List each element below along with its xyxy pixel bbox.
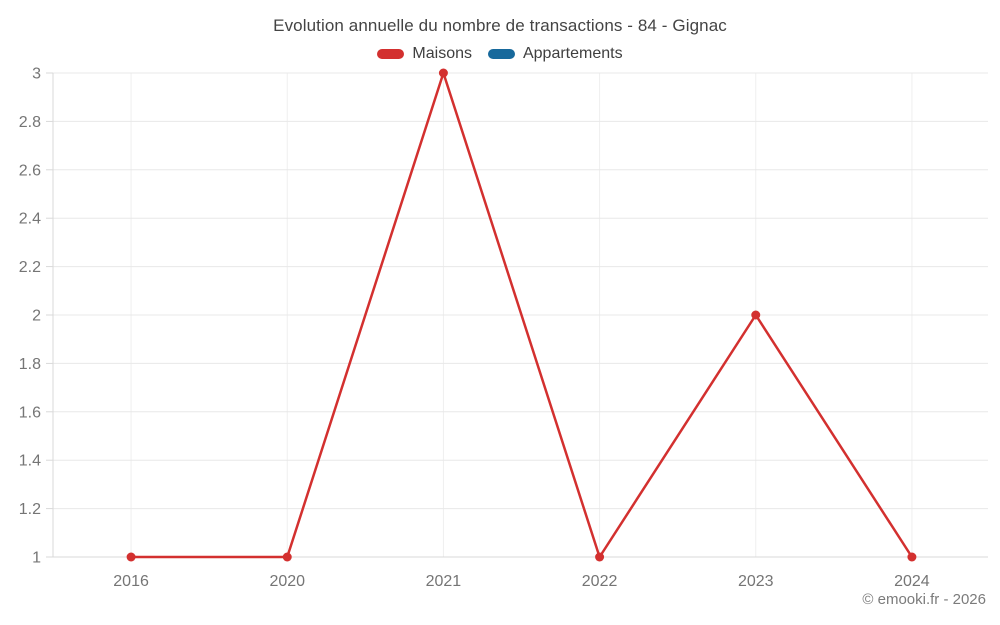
y-tick-label: 1.6 <box>19 404 41 421</box>
y-tick-label: 1.8 <box>19 356 41 373</box>
legend-item-maisons[interactable]: Maisons <box>377 45 472 63</box>
legend-item-appartements[interactable]: Appartements <box>487 45 623 63</box>
legend-label-maisons: Maisons <box>412 45 472 62</box>
y-tick-label: 2 <box>32 308 41 325</box>
data-point-maisons-2023[interactable] <box>751 310 761 320</box>
data-point-maisons-2021[interactable] <box>438 68 448 78</box>
chart-title: Evolution annuelle du nombre de transact… <box>273 16 727 35</box>
y-tick-label: 2.2 <box>19 259 41 276</box>
data-point-maisons-2022[interactable] <box>595 552 605 562</box>
x-tick-label: 2020 <box>269 573 305 590</box>
y-tick-label: 1.4 <box>19 453 41 470</box>
y-tick-label: 3 <box>32 66 41 83</box>
data-point-maisons-2020[interactable] <box>282 552 292 562</box>
x-tick-label: 2024 <box>894 573 930 590</box>
series-line-maisons <box>131 71 913 559</box>
y-tick-label: 2.8 <box>19 114 41 131</box>
legend-swatch-maisons-icon <box>377 49 405 59</box>
data-point-maisons-2024[interactable] <box>907 552 917 562</box>
y-tick-label: 2.4 <box>19 211 41 228</box>
y-tick-label: 1 <box>32 550 41 567</box>
x-tick-label: 2016 <box>113 573 149 590</box>
x-tick-label: 2022 <box>582 573 618 590</box>
legend: Maisons Appartements <box>0 45 1000 63</box>
x-tick-label: 2021 <box>426 573 462 590</box>
footer-credit: © emooki.fr - 2026 <box>862 591 986 608</box>
y-tick-label: 2.6 <box>19 162 41 179</box>
y-tick-label: 1.2 <box>19 501 41 518</box>
x-tick-label: 2023 <box>738 573 774 590</box>
legend-label-appartements: Appartements <box>522 45 623 62</box>
data-point-maisons-2016[interactable] <box>126 552 136 562</box>
legend-swatch-appartements-icon <box>487 49 515 59</box>
